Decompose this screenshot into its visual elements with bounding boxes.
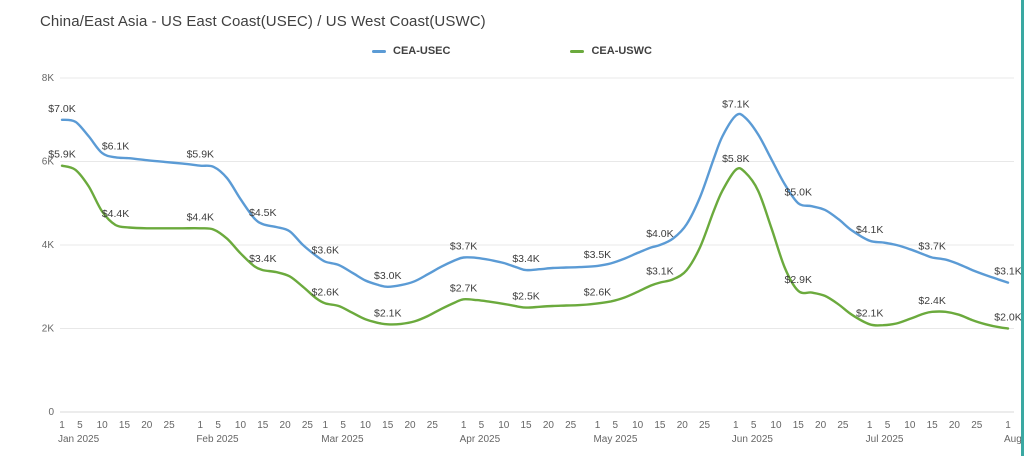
data-label: $2.6K [312,286,339,298]
x-axis-tick-label: 15 [119,420,131,431]
x-axis-tick-label: 15 [654,420,666,431]
x-axis-tick-label: 20 [949,420,961,431]
y-axis-label: 4K [42,240,55,251]
x-axis-tick-label: 10 [904,420,916,431]
data-label: $2.1K [856,307,883,319]
x-axis-tick-label: 1 [867,420,873,431]
data-label: $4.0K [646,228,673,240]
data-label: $3.0K [374,270,401,282]
x-axis-tick-label: 1 [595,420,601,431]
y-axis-label: 8K [42,73,55,84]
data-label: $3.1K [994,266,1021,278]
x-axis-tick-label: 20 [141,420,153,431]
data-label: $5.9K [48,149,75,161]
data-label: $3.7K [918,241,945,253]
data-label: $3.5K [584,249,611,261]
data-label: $3.6K [312,245,339,257]
right-edge-accent [1021,0,1024,456]
legend-item-cea-uswc[interactable]: CEA-USWC [570,45,652,57]
x-axis-tick-label: 10 [235,420,247,431]
y-axis-label: 6K [42,157,55,168]
x-axis-month-label: Jun 2025 [732,434,774,445]
x-axis-tick-label: 15 [927,420,939,431]
data-label: $4.4K [187,211,214,223]
data-label: $3.1K [646,266,673,278]
x-axis-tick-label: 10 [632,420,644,431]
x-axis-tick-label: 5 [751,420,757,431]
legend-item-cea-usec[interactable]: CEA-USEC [372,45,450,57]
data-label: $2.5K [512,291,539,303]
data-label: $2.6K [584,286,611,298]
y-axis-label: 2K [42,324,55,335]
series-line-cea-uswc[interactable] [60,164,1010,330]
data-label: $7.1K [722,99,749,111]
x-axis-tick-label: 15 [257,420,269,431]
data-label: $7.0K [48,103,75,115]
x-axis-month-label: Jan 2025 [58,434,100,445]
y-axis-label: 0 [48,407,54,418]
data-label: $3.4K [512,253,539,265]
x-axis-tick-label: 25 [837,420,849,431]
x-axis-tick-label: 5 [479,420,485,431]
data-label: $4.5K [249,207,276,219]
x-axis-tick-label: 10 [97,420,109,431]
x-axis-tick-label: 5 [885,420,891,431]
data-label: $5.9K [187,149,214,161]
data-label: $4.1K [856,224,883,236]
x-axis-tick-label: 10 [498,420,510,431]
x-axis-tick-label: 25 [302,420,314,431]
x-axis-tick-label: 5 [77,420,83,431]
x-axis-month-label: Apr 2025 [460,434,501,445]
x-axis-tick-label: 5 [613,420,619,431]
x-axis-month-label: Mar 2025 [321,434,364,445]
data-label: $2.4K [918,295,945,307]
x-axis-month-label: Jul 2025 [866,434,904,445]
x-axis-tick-label: 20 [677,420,689,431]
data-label: $3.4K [249,253,276,265]
legend-dash-usec-icon [372,49,387,53]
x-axis-tick-label: 25 [427,420,439,431]
x-axis-tick-label: 1 [322,420,328,431]
data-label: $2.9K [785,274,812,286]
legend-label-usec: CEA-USEC [393,45,451,57]
data-label: $2.0K [994,312,1021,324]
x-axis-tick-label: 1 [733,420,739,431]
x-axis-tick-label: 25 [971,420,983,431]
x-axis-tick-label: 1 [59,420,65,431]
data-label: $2.7K [450,282,477,294]
data-label: $2.1K [374,307,401,319]
data-label: $6.1K [102,140,129,152]
data-label: $3.7K [450,241,477,253]
data-label: $5.0K [785,186,812,198]
x-axis-tick-label: 5 [215,420,221,431]
data-label: $4.4K [102,208,129,220]
x-axis-tick-label: 15 [382,420,394,431]
x-axis-tick-label: 15 [793,420,805,431]
x-axis-tick-label: 1 [1005,420,1011,431]
x-axis-tick-label: 25 [164,420,176,431]
legend-label-uswc: CEA-USWC [591,45,652,57]
data-label: $5.8K [722,153,749,165]
chart-title: China/East Asia - US East Coast(USEC) / … [40,13,486,30]
x-axis-tick-label: 1 [198,420,204,431]
x-axis-month-label: Aug [1004,434,1022,445]
x-axis-month-label: Feb 2025 [196,434,239,445]
x-axis-tick-label: 25 [699,420,711,431]
x-axis-tick-label: 1 [461,420,467,431]
x-axis-month-label: May 2025 [593,434,637,445]
chart-legend: CEA-USEC CEA-USWC [0,45,1024,57]
x-axis-tick-label: 20 [404,420,416,431]
x-axis-tick-label: 5 [340,420,346,431]
x-axis-tick-label: 15 [521,420,533,431]
x-axis-tick-label: 20 [543,420,555,431]
series-line-cea-usec[interactable] [60,112,1010,288]
x-axis-tick-label: 10 [770,420,782,431]
x-axis-tick-label: 20 [815,420,827,431]
x-axis-tick-label: 10 [360,420,372,431]
x-axis-tick-label: 20 [280,420,292,431]
x-axis-tick-label: 25 [565,420,577,431]
legend-dash-uswc-icon [570,49,585,53]
